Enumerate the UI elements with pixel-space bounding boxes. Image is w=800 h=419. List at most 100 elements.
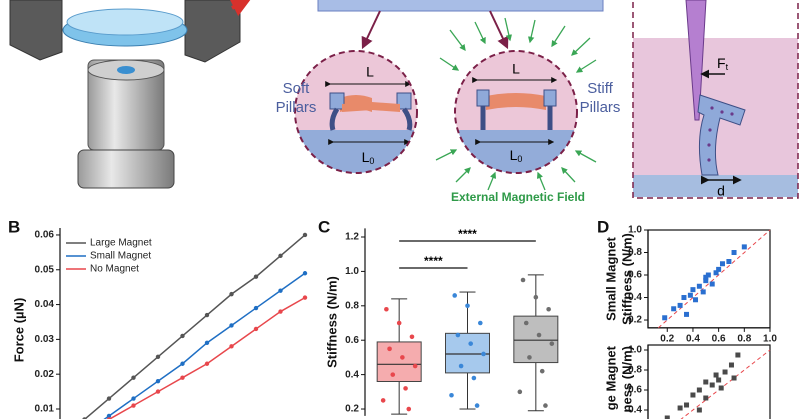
data-point [677,405,683,411]
data-point [520,277,526,283]
data-point [387,346,392,352]
data-point [671,306,677,312]
data-point [713,270,719,276]
data-point [155,389,161,394]
data-point [728,362,734,368]
data-point [302,271,308,276]
data-point [204,340,210,346]
base-length-label: L0 [362,149,375,167]
data-point [703,278,709,284]
plot-frame [647,229,771,329]
y-tick-label: 0.4 [628,292,642,303]
x-tick-label: 0.4 [686,334,700,345]
y-tick-label: 0.6 [345,335,359,346]
data-point [106,396,112,401]
data-point [731,250,737,256]
y-tick-label: 0.4 [628,405,642,416]
data-point [452,293,458,298]
y-tick-label: 0.8 [345,300,359,311]
deflection-label: d [717,183,725,199]
data-point [703,379,709,385]
data-point [465,303,470,309]
data-point [278,253,283,259]
box [376,341,422,382]
length-label: L [512,61,520,77]
symbol: F [717,55,726,71]
data-point [705,272,711,278]
data-point [455,332,461,338]
data-point [726,259,732,265]
y-tick-label: 0.2 [628,315,642,326]
data-point [741,244,747,250]
data-point [716,377,722,383]
y-tick-label: 1.0 [628,345,642,356]
data-point [253,274,259,279]
data-point [409,334,415,340]
y-tick-label: 0.4 [345,369,359,380]
y-tick-label: 0.6 [628,270,642,281]
data-point [302,232,308,238]
soft-label: Soft [283,80,311,97]
data-point [696,407,702,413]
data-point [106,413,112,419]
data-point [278,309,283,314]
pillar-diagram [294,0,604,191]
y-tick-label: 0.8 [628,365,642,376]
y-axis-label: Stiffness (N/m) [619,233,634,325]
data-point [384,306,389,312]
data-point [549,341,555,346]
series-line [108,296,306,419]
data-point [253,305,259,311]
stiff-label: Pillars [580,99,621,116]
data-point [533,294,539,300]
y-tick-label: 0.04 [35,299,55,310]
field-label: External Magnetic Field [451,190,585,204]
data-point [543,403,548,408]
legend-label: Small Magnet [90,251,151,262]
y-axis-label: Stiffness (N/m) [324,276,339,368]
y-axis-label: Small Magnet [603,236,618,320]
data-point [449,392,454,398]
data-point [229,323,234,328]
x-tick-label: 0.8 [737,334,751,345]
series-line [84,234,306,419]
data-point [396,320,402,326]
data-point [523,320,529,326]
data-point [713,372,719,378]
data-point [517,389,523,395]
y-tick-label: 0.2 [345,404,359,415]
legend-label: No Magnet [90,264,139,275]
data-point [474,403,480,408]
panel-label: C [318,217,330,236]
data-point [664,415,670,419]
data-point [468,341,474,346]
subscript: 0 [369,156,374,166]
y-tick-label: 0.8 [628,247,642,258]
x-tick-label: 0.2 [660,334,674,345]
data-point [687,292,693,298]
data-point [253,326,259,332]
force-label: Ft [717,55,729,73]
data-point [735,352,741,358]
data-point [722,369,728,375]
data-point [380,398,386,403]
symbol: L [510,147,518,163]
data-point [690,392,696,398]
data-point [693,297,699,303]
length-label: L [366,64,374,80]
data-point [412,363,418,369]
data-point [229,344,234,349]
data-point [155,354,161,359]
y-tick-label: 0.03 [35,334,55,345]
data-point [204,312,210,318]
data-point [400,355,405,360]
y-tick-label: 0.06 [35,230,55,241]
x-tick-label: 1.0 [763,334,777,345]
data-point [709,281,715,287]
box [513,315,559,364]
identity-line [680,349,771,419]
data-point [229,291,234,297]
significance-label: **** [458,227,477,241]
